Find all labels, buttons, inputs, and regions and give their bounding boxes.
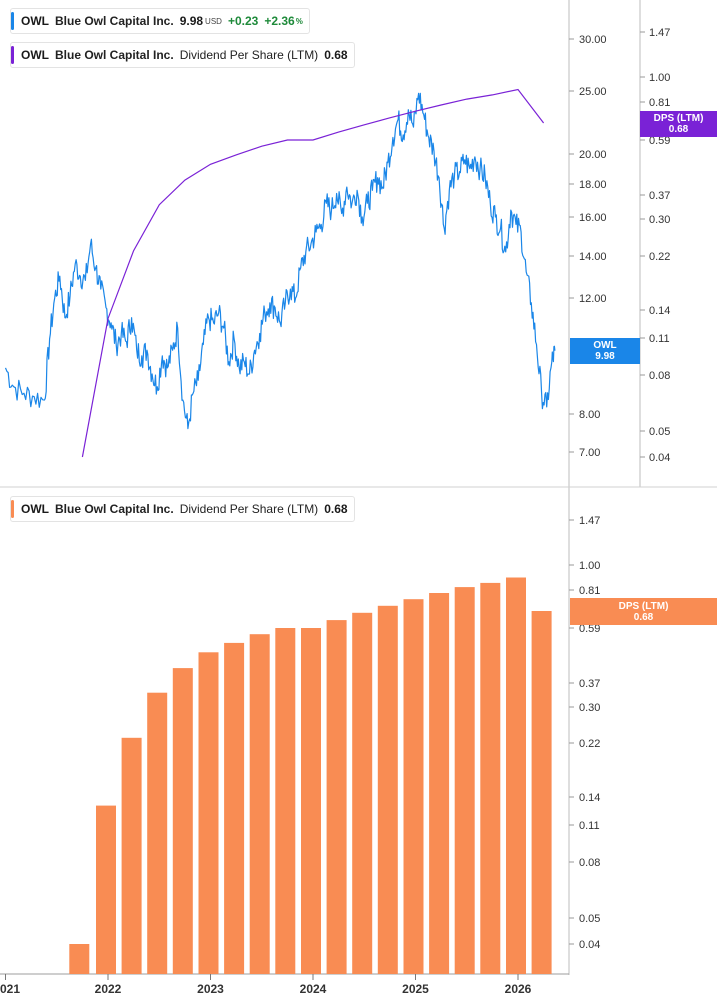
price-axis-tick-label: 7.00 [579, 447, 600, 459]
price-axis-tick-label: 25.00 [579, 86, 607, 98]
price-tag-label: OWL [593, 340, 617, 351]
dps-bar [301, 628, 321, 974]
x-axis-tick-label: 2023 [197, 982, 224, 996]
legend-price[interactable]: OWL Blue Owl Capital Inc. 9.98 USD +0.23… [10, 8, 310, 34]
dps-top-tag: DPS (LTM) 0.68 [640, 111, 717, 137]
dps-bar [198, 652, 219, 974]
legend-dps-top-metric: Dividend Per Share (LTM) [179, 48, 319, 62]
x-axis-tick-label: 2022 [95, 982, 122, 996]
dps-bottom-axis-tick-label: 0.30 [579, 702, 600, 714]
price-axis-tick-label: 18.00 [579, 179, 607, 191]
dps-bar [147, 692, 168, 974]
dps-bar [429, 593, 450, 974]
dps-bar [403, 599, 424, 974]
dps-bar [275, 628, 296, 974]
dps-top-axis-tick-label: 0.37 [649, 190, 670, 202]
dps-bar [454, 587, 475, 974]
legend-price-symbol: OWL [21, 14, 49, 28]
dps-top-tag-label: DPS (LTM) [653, 113, 704, 124]
dps-bottom-axis-tick-label: 1.00 [579, 560, 600, 572]
price-axis-tick-label: 20.00 [579, 149, 607, 161]
legend-price-change: +0.23 [227, 14, 259, 28]
legend-dps-top[interactable]: OWL Blue Owl Capital Inc. Dividend Per S… [10, 42, 355, 68]
dps-bar [172, 668, 193, 974]
legend-dps-top-swatch [11, 46, 14, 64]
x-axis-tick-label: 2024 [300, 982, 327, 996]
x-axis-tick-label: 2026 [505, 982, 532, 996]
dps-bar [96, 805, 116, 974]
dps-top-axis-tick-label: 0.05 [649, 426, 670, 438]
price-axis: 30.00 25.00 20.00 18.00 16.00 14.00 12.00 8.00 7… [569, 34, 607, 459]
legend-price-pct-sign: % [295, 16, 303, 26]
legend-price-change-pct: +2.36 [264, 14, 295, 28]
dps-bar [506, 577, 526, 974]
dps-top-axis-tick-label: 0.30 [649, 214, 670, 226]
price-tag-value: 9.98 [595, 351, 615, 362]
dps-bar [121, 737, 142, 974]
dps-bottom-axis-tick-label: 1.47 [579, 515, 600, 527]
dps-bar [352, 612, 373, 974]
x-axis: 021 2022 2023 2024 2025 2026 [0, 974, 532, 996]
dps-top-tag-value: 0.68 [668, 124, 689, 135]
legend-dps-bottom-value: 0.68 [324, 502, 348, 516]
dps-top-axis-tick-label: 0.04 [649, 452, 670, 464]
x-axis-tick-label: 021 [0, 982, 20, 996]
dps-top-axis-tick-label: 1.47 [649, 27, 670, 39]
legend-dps-bottom-swatch [11, 500, 14, 518]
legend-price-swatch [11, 12, 14, 30]
legend-price-name: Blue Owl Capital Inc. [55, 14, 174, 28]
dps-bottom-axis-tick-label: 0.11 [579, 820, 600, 832]
dps-top-axis-tick-label: 0.59 [649, 135, 670, 147]
legend-dps-top-symbol: OWL [21, 48, 49, 62]
x-axis-tick-label: 2025 [402, 982, 429, 996]
dps-bar [480, 582, 501, 974]
dps-top-axis-tick-label: 0.14 [649, 305, 670, 317]
dps-bottom-tag: DPS (LTM) 0.68 [570, 598, 717, 625]
legend-price-unit: USD [205, 16, 222, 26]
dps-bottom-axis-tick-label: 0.04 [579, 939, 600, 951]
dps-bottom-axis-tick-label: 0.14 [579, 792, 600, 804]
price-tag: OWL 9.98 [570, 338, 640, 364]
price-axis-tick-label: 12.00 [579, 293, 607, 305]
legend-dps-bottom[interactable]: OWL Blue Owl Capital Inc. Dividend Per S… [10, 496, 355, 522]
dps-top-axis-tick-label: 1.00 [649, 72, 670, 84]
dps-bottom-tag-label: DPS (LTM) [618, 600, 669, 612]
price-axis-tick-label: 30.00 [579, 34, 607, 46]
dps-bottom-axis-tick-label: 0.22 [579, 738, 600, 750]
dps-bottom-axis: 1.47 1.00 0.81 0.59 0.37 0.30 0.22 0.14 0.11 0.08… [569, 515, 600, 951]
legend-dps-bottom-name: Blue Owl Capital Inc. [55, 502, 174, 516]
dps-top-axis-tick-label: 0.22 [649, 251, 670, 263]
legend-dps-top-name: Blue Owl Capital Inc. [55, 48, 174, 62]
dps-top-axis-tick-label: 0.11 [649, 333, 670, 345]
price-series-line [4, 92, 556, 430]
dps-bottom-axis-tick-label: 0.05 [579, 913, 600, 925]
dps-bar [224, 642, 245, 974]
dps-bottom-axis-tick-label: 0.59 [579, 623, 600, 635]
dps-bar [69, 944, 90, 974]
dps-bottom-tag-value: 0.68 [633, 611, 654, 623]
dps-top-axis-tick-label: 0.81 [649, 97, 670, 109]
price-axis-tick-label: 16.00 [579, 212, 607, 224]
legend-dps-bottom-metric: Dividend Per Share (LTM) [179, 502, 319, 516]
price-axis-tick-label: 14.00 [579, 251, 607, 263]
legend-dps-bottom-symbol: OWL [21, 502, 49, 516]
dps-top-axis: 1.47 1.00 0.81 0.59 0.37 0.30 0.22 0.14 0.11 0.08… [640, 27, 670, 464]
dps-series-line [81, 88, 545, 458]
dps-bottom-axis-tick-label: 0.81 [579, 585, 600, 597]
series-lines [4, 88, 556, 458]
dps-bar [326, 620, 347, 974]
dps-bars [69, 577, 552, 974]
dps-bottom-axis-tick-label: 0.37 [579, 678, 600, 690]
dps-bar [249, 634, 270, 974]
dps-bar [531, 611, 552, 974]
legend-price-value: 9.98 [179, 14, 204, 28]
dps-bottom-axis-tick-label: 0.08 [579, 857, 600, 869]
legend-dps-top-value: 0.68 [324, 48, 348, 62]
dps-bar [377, 605, 398, 974]
dps-top-axis-tick-label: 0.08 [649, 370, 670, 382]
price-axis-tick-label: 8.00 [579, 409, 600, 421]
